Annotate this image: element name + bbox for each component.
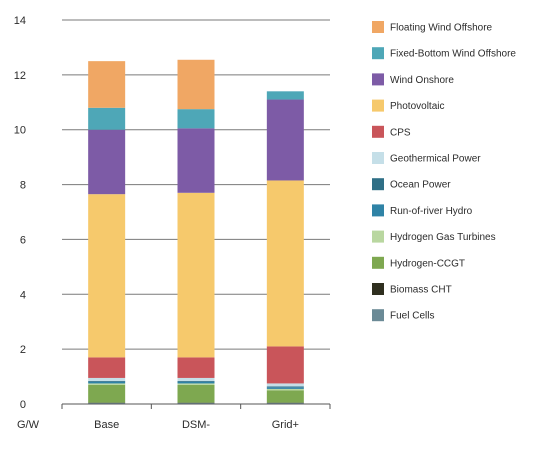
bar-segment [88, 357, 126, 378]
legend-label: Fuel Cells [390, 311, 434, 322]
legend-label: Run-of-river Hydro [390, 206, 473, 217]
bar-segment [266, 390, 304, 403]
bar-segment [177, 377, 215, 381]
bar-stacks [88, 59, 304, 404]
legend-swatch [372, 256, 384, 269]
x-tick-label: DSM- [182, 419, 210, 431]
legend-swatch [372, 99, 384, 112]
y-axis-unit-label: G/W [17, 419, 40, 431]
legend-swatch [372, 152, 384, 164]
legend-item: Hydrogen Gas Turbines [372, 230, 496, 243]
legend-item: Floating Wind Offshore [372, 21, 493, 34]
bar-segment [266, 387, 304, 389]
bar-segment [177, 59, 215, 110]
axes: 0 2 4 6 8 10 12 14 G/W Base DSM- Grid+ [14, 15, 331, 431]
y-tick-label: 8 [20, 180, 26, 192]
bar-segment [266, 383, 304, 387]
bar-segment [88, 381, 126, 384]
legend-label: Floating Wind Offshore [390, 23, 493, 34]
legend-swatch [372, 283, 384, 295]
legend: Floating Wind Offshore Fixed-Bottom Wind … [372, 21, 516, 322]
legend-label: Fixed-Bottom Wind Offshore [390, 49, 516, 60]
legend-label: Ocean Power [390, 180, 451, 191]
legend-item: Ocean Power [372, 178, 451, 191]
bar-segment [88, 107, 126, 130]
legend-swatch [372, 125, 384, 138]
x-tick-label: Grid+ [272, 419, 299, 431]
bar-segment [177, 357, 215, 378]
bar-segment [266, 386, 304, 388]
y-tick-label: 10 [14, 125, 26, 137]
bar-segment [266, 99, 304, 181]
y-tick-label: 6 [20, 234, 26, 246]
bar-segment [177, 381, 215, 384]
bar-segment [177, 109, 215, 129]
legend-item: Hydrogen-CCGT [372, 256, 465, 269]
bar-segment [88, 383, 126, 385]
legend-item: Biomass CHT [372, 283, 452, 296]
y-tick-label: 14 [14, 15, 26, 27]
bar-segment [266, 180, 304, 347]
bar-segment [88, 61, 126, 108]
bar-segment [177, 402, 215, 404]
legend-label: Wind Onshore [390, 75, 454, 86]
legend-swatch [372, 178, 384, 191]
bar-segment [177, 128, 215, 193]
legend-swatch [372, 230, 384, 243]
legend-item: Fixed-Bottom Wind Offshore [372, 47, 516, 60]
bar-segment [266, 346, 304, 384]
legend-item: Photovoltaic [372, 99, 444, 112]
legend-label: Biomass CHT [390, 285, 452, 296]
bar-segment [88, 129, 126, 195]
legend-swatch [372, 21, 384, 33]
y-tick-label: 2 [20, 344, 26, 356]
legend-label: Photovoltaic [390, 101, 444, 112]
bar-segment [88, 402, 126, 404]
bar-segment [88, 384, 126, 403]
y-tick-label: 0 [20, 399, 26, 411]
bar-segment [266, 402, 304, 404]
bar-segment [88, 380, 126, 382]
bar-segment [88, 377, 126, 381]
legend-item: Geothermical Power [372, 152, 481, 165]
bar-segment [177, 383, 215, 385]
bar-segment [177, 192, 215, 358]
legend-label: Geothermical Power [390, 154, 481, 165]
legend-label: CPS [390, 127, 411, 138]
bar-segment [266, 388, 304, 391]
bar-segment [88, 194, 126, 358]
bar-segment [177, 384, 215, 403]
legend-swatch [372, 47, 384, 60]
legend-swatch [372, 204, 384, 217]
legend-item: Fuel Cells [372, 309, 434, 322]
y-tick-label: 12 [14, 70, 26, 82]
bar-segment [266, 91, 304, 100]
y-tick-label: 4 [20, 289, 26, 301]
legend-label: Hydrogen Gas Turbines [390, 232, 496, 243]
legend-swatch [372, 309, 384, 322]
bar-segment [177, 380, 215, 382]
legend-item: Run-of-river Hydro [372, 204, 473, 217]
legend-item: Wind Onshore [372, 73, 454, 86]
legend-item: CPS [372, 125, 411, 138]
legend-label: Hydrogen-CCGT [390, 258, 465, 269]
x-tick-label: Base [94, 419, 119, 431]
legend-swatch [372, 73, 384, 86]
